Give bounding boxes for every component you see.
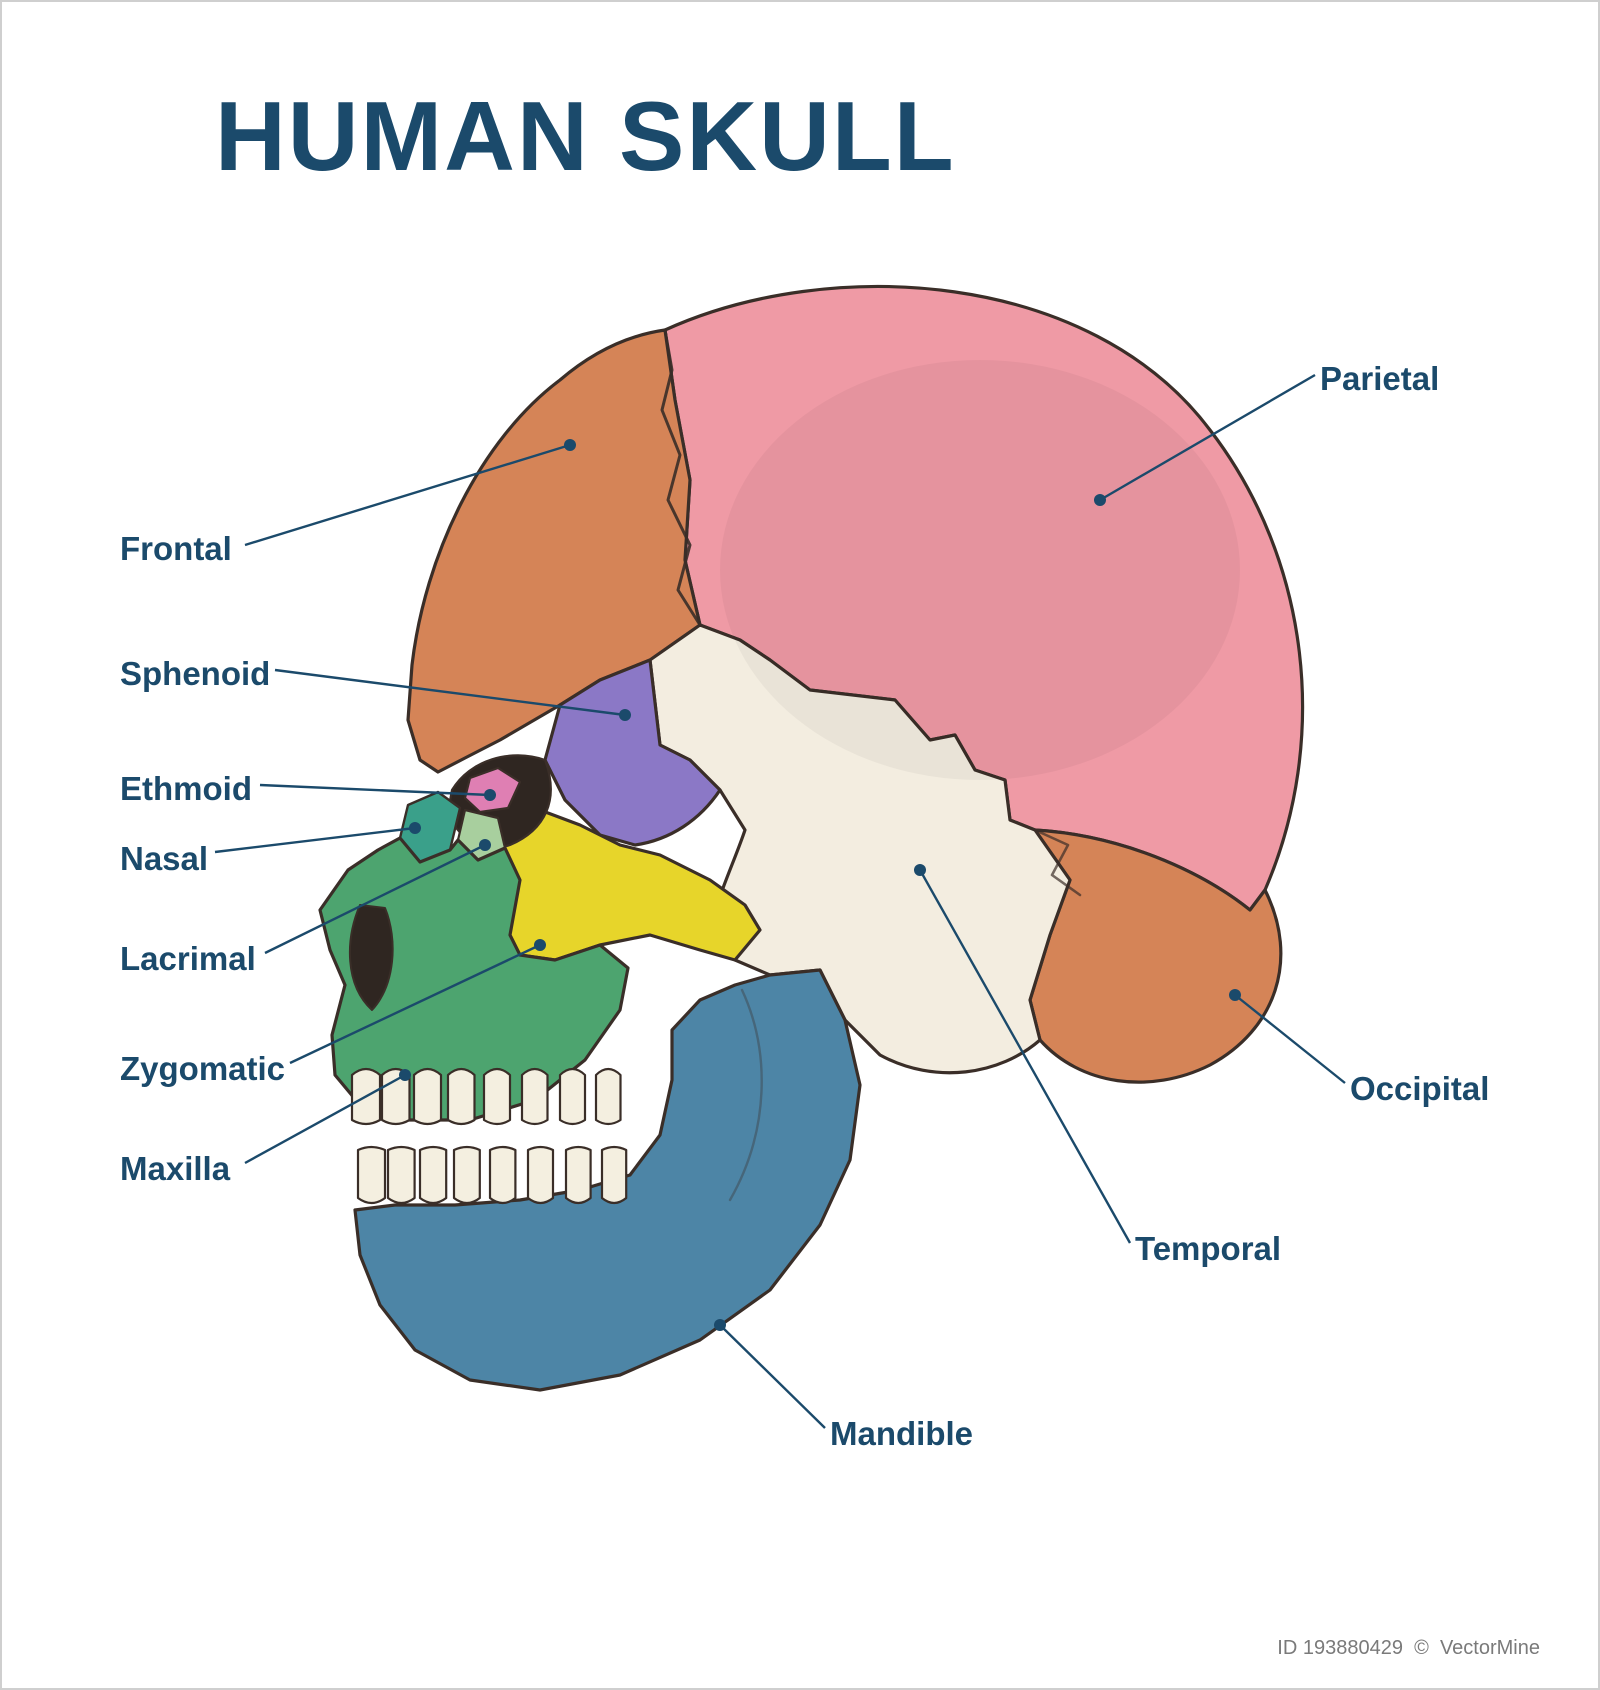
label-temporal: Temporal bbox=[1135, 1230, 1281, 1268]
leader-dot-maxilla bbox=[399, 1069, 411, 1081]
leader-dot-sphenoid bbox=[619, 709, 631, 721]
label-parietal: Parietal bbox=[1320, 360, 1439, 398]
leader-dot-temporal bbox=[914, 864, 926, 876]
label-mandible: Mandible bbox=[830, 1415, 973, 1453]
label-ethmoid: Ethmoid bbox=[120, 770, 252, 808]
label-maxilla: Maxilla bbox=[120, 1150, 230, 1188]
leader-frontal bbox=[245, 445, 570, 545]
label-zygomatic: Zygomatic bbox=[120, 1050, 285, 1088]
leader-dot-parietal bbox=[1094, 494, 1106, 506]
leader-ethmoid bbox=[260, 785, 490, 795]
image-author: VectorMine bbox=[1440, 1637, 1540, 1659]
attribution: ID 193880429 © VectorMine bbox=[1277, 1637, 1540, 1660]
leader-lines bbox=[0, 0, 1600, 1690]
leader-lacrimal bbox=[265, 845, 485, 953]
label-nasal: Nasal bbox=[120, 840, 208, 878]
leader-dot-zygomatic bbox=[534, 939, 546, 951]
diagram-frame: HUMAN SKULL FrontalSphenoidEthmoidNasalL… bbox=[0, 0, 1600, 1690]
leader-dot-ethmoid bbox=[484, 789, 496, 801]
leader-mandible bbox=[720, 1325, 825, 1428]
leader-dot-lacrimal bbox=[479, 839, 491, 851]
leader-dot-frontal bbox=[564, 439, 576, 451]
leader-temporal bbox=[920, 870, 1130, 1243]
leader-dot-nasal bbox=[409, 822, 421, 834]
leader-maxilla bbox=[245, 1075, 405, 1163]
leader-zygomatic bbox=[290, 945, 540, 1063]
label-occipital: Occipital bbox=[1350, 1070, 1489, 1108]
leader-occipital bbox=[1235, 995, 1345, 1083]
leader-parietal bbox=[1100, 375, 1315, 500]
image-id: ID 193880429 bbox=[1277, 1637, 1403, 1659]
label-sphenoid: Sphenoid bbox=[120, 655, 270, 693]
leader-dot-mandible bbox=[714, 1319, 726, 1331]
leader-dot-occipital bbox=[1229, 989, 1241, 1001]
label-lacrimal: Lacrimal bbox=[120, 940, 256, 978]
leader-sphenoid bbox=[275, 670, 625, 715]
label-frontal: Frontal bbox=[120, 530, 232, 568]
leader-nasal bbox=[215, 828, 415, 852]
